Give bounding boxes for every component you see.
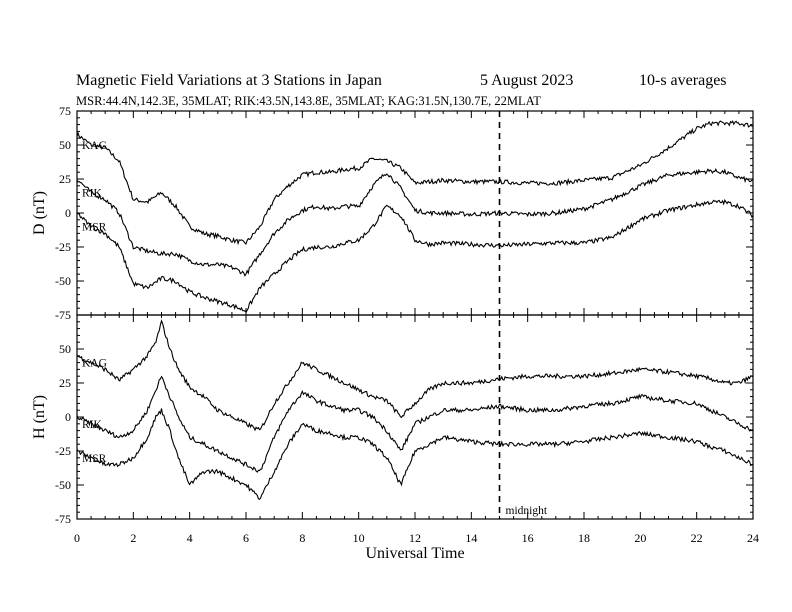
h-ytick-label: 25 [59,376,71,390]
xtick-label: 8 [299,531,305,545]
d-ytick-label: 25 [59,172,71,186]
xtick-label: 2 [130,531,136,545]
h-ytick-label: -50 [55,478,71,492]
d-ytick-label: 75 [59,104,71,118]
h-ytick-label: -25 [55,444,71,458]
h-ytick-label: 0 [65,410,71,424]
xtick-label: 12 [409,531,421,545]
xtick-label: 0 [74,531,80,545]
d-series-label-rik: RIK [82,188,103,200]
xtick-label: 10 [353,531,365,545]
xtick-label: 4 [187,531,193,545]
xtick-label: 22 [691,531,703,545]
d-ytick-label: -50 [55,274,71,288]
h-series-kag [76,319,754,432]
d-series-label-msr: MSR [82,222,107,234]
d-panel: 75 50 25 0 -25 -50 -75 D (nT) KAG RIK MSR [31,104,754,322]
d-ylabel: D (nT) [31,191,48,235]
xtick-label: 24 [747,531,759,545]
xtick-label: 18 [578,531,590,545]
h-series-label-kag: KAG [82,358,107,370]
h-series-msr [76,408,754,500]
station-info: MSR:44.4N,142.3E, 35MLAT; RIK:43.5N,143.… [76,94,541,108]
h-series-label-msr: MSR [82,453,107,465]
h-series-label-rik: RIK [82,419,103,431]
d-series-kag [76,120,754,246]
xtick-label: 6 [243,531,249,545]
xtick-label: 14 [465,531,477,545]
chart-title-main: Magnetic Field Variations at 3 Stations … [76,72,382,89]
d-ytick-label: -25 [55,240,71,254]
xaxis-label: Universal Time [365,545,464,562]
d-series-rik [76,168,754,277]
chart-title-date: 5 August 2023 [480,72,574,89]
midnight-label: midnight [506,505,548,517]
d-series-msr [76,198,754,314]
d-ytick-label: -75 [55,308,71,322]
d-ytick-label: 50 [59,138,71,152]
h-ytick-label: -75 [55,512,71,526]
d-ytick-label: 0 [65,206,71,220]
xtick-label: 16 [522,531,534,545]
h-series-rik [76,375,754,473]
h-ytick-label: 50 [59,342,71,356]
h-ylabel: H (nT) [31,395,48,439]
xtick-label: 20 [634,531,646,545]
chart-title-averaging: 10-s averages [639,72,727,89]
h-panel: 50 25 0 -25 -50 -75 H (nT) KAG RIK MSR [31,314,754,526]
d-series-label-kag: KAG [82,140,107,152]
